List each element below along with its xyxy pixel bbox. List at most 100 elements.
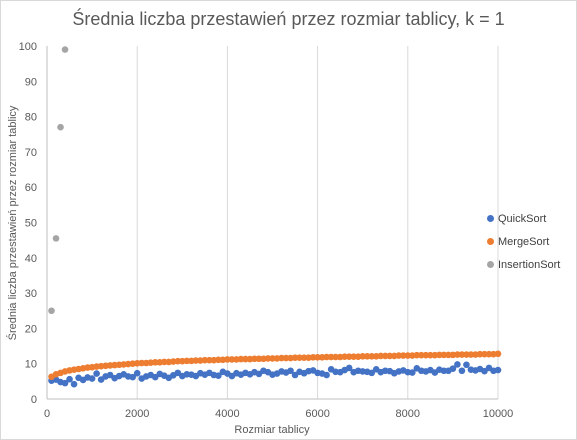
data-point-mergesort <box>363 352 371 360</box>
data-point-quicksort <box>368 369 376 377</box>
data-point-quicksort <box>463 361 470 369</box>
data-point-mergesort <box>237 355 245 363</box>
data-point-quicksort <box>409 369 416 376</box>
data-point-mergesort <box>395 352 403 359</box>
data-point-quicksort <box>449 365 457 372</box>
x-axis-title: Rozmiar tablicy <box>234 424 310 436</box>
y-tick-label: 60 <box>25 182 37 194</box>
x-tick-label: 6000 <box>305 408 329 420</box>
data-point-quicksort <box>454 361 461 368</box>
data-point-quicksort <box>88 375 96 382</box>
data-point-mergesort <box>454 351 461 358</box>
data-point-quicksort <box>129 373 136 381</box>
data-point-mergesort <box>476 350 484 358</box>
data-point-mergesort <box>427 351 434 359</box>
legend-marker <box>487 261 494 268</box>
data-point-mergesort <box>399 352 407 359</box>
data-point-quicksort <box>323 371 330 379</box>
data-point-mergesort <box>206 356 213 364</box>
legend-label: MergeSort <box>498 235 550 248</box>
data-point-mergesort <box>377 352 385 360</box>
data-point-mergesort <box>228 356 236 363</box>
legend: QuickSort MergeSort InsertionSort <box>487 207 560 276</box>
data-point-mergesort <box>160 358 168 366</box>
data-point-mergesort <box>183 357 191 365</box>
data-point-mergesort <box>463 351 470 358</box>
data-point-mergesort <box>350 353 357 360</box>
data-point-mergesort <box>224 356 231 363</box>
data-point-insertionsort <box>52 235 60 242</box>
data-point-mergesort <box>445 351 452 359</box>
y-tick-label: 0 <box>31 394 37 406</box>
data-point-mergesort <box>291 354 299 361</box>
y-tick-label: 70 <box>25 147 37 159</box>
data-point-mergesort <box>381 352 389 360</box>
data-point-mergesort <box>494 350 502 358</box>
legend-marker <box>487 238 494 245</box>
data-point-mergesort <box>418 351 425 359</box>
data-point-mergesort <box>440 351 448 359</box>
data-point-mergesort <box>327 353 335 361</box>
data-point-mergesort <box>436 351 443 359</box>
data-point-mergesort <box>264 355 272 362</box>
y-tick-label: 90 <box>25 76 37 88</box>
x-tick-label: 10000 <box>483 408 514 420</box>
legend-marker <box>487 215 494 222</box>
axes: 0 2000 4000 6000 8000 10000 0 10 20 30 40 50 60 70 80 9… <box>19 41 514 420</box>
data-point-mergesort <box>345 353 353 360</box>
data-point-mergesort <box>138 359 146 367</box>
data-point-mergesort <box>323 353 330 361</box>
data-point-quicksort <box>61 379 69 387</box>
data-point-quicksort <box>345 364 353 372</box>
y-tick-label: 10 <box>25 359 37 371</box>
legend-item: InsertionSort <box>487 253 560 276</box>
data-point-mergesort <box>282 354 290 362</box>
data-point-mergesort <box>467 351 475 358</box>
data-point-mergesort <box>485 350 493 358</box>
data-point-mergesort <box>309 354 317 361</box>
data-point-mergesort <box>151 358 159 366</box>
data-point-mergesort <box>278 354 285 362</box>
legend-label: QuickSort <box>498 212 547 225</box>
y-tick-label: 50 <box>25 218 37 230</box>
data-point-mergesort <box>422 351 430 359</box>
data-point-quicksort <box>70 380 78 388</box>
x-tick-label: 0 <box>44 408 50 420</box>
gridlines <box>136 46 499 399</box>
data-point-mergesort <box>404 352 412 359</box>
data-point-quicksort <box>458 367 466 375</box>
legend-label: InsertionSort <box>498 258 561 271</box>
data-point-mergesort <box>314 354 321 361</box>
data-point-mergesort <box>332 353 339 361</box>
chart-title: Średnia liczba przestawień przez rozmiar… <box>72 9 505 29</box>
data-point-mergesort <box>413 351 421 359</box>
x-tick-label: 4000 <box>215 408 239 420</box>
data-point-mergesort <box>215 356 222 364</box>
data-point-mergesort <box>192 357 200 364</box>
data-point-mergesort <box>242 355 249 363</box>
y-tick-label: 100 <box>19 41 37 53</box>
data-point-quicksort <box>133 369 141 377</box>
data-point-insertionsort <box>48 307 55 315</box>
data-point-quicksort <box>440 367 448 375</box>
y-tick-label: 20 <box>25 323 37 335</box>
x-tick-label: 8000 <box>396 408 420 420</box>
x-tick-label: 2000 <box>125 408 149 420</box>
data-point-mergesort <box>458 351 466 358</box>
legend-item: MergeSort <box>487 230 560 253</box>
data-point-insertionsort <box>57 123 64 131</box>
y-tick-label: 80 <box>25 112 37 124</box>
data-point-mergesort <box>255 355 263 363</box>
data-point-insertionsort <box>61 46 69 53</box>
data-point-mergesort <box>174 357 182 365</box>
data-point-mergesort <box>269 355 276 362</box>
data-point-mergesort <box>201 356 209 364</box>
data-point-mergesort <box>368 352 376 360</box>
y-tick-label: 40 <box>25 253 37 265</box>
data-point-mergesort <box>296 354 303 361</box>
data-points <box>48 46 502 388</box>
data-point-mergesort <box>300 354 308 361</box>
y-axis-title: Średnia liczba przestawień przez rozmiar… <box>6 105 19 340</box>
